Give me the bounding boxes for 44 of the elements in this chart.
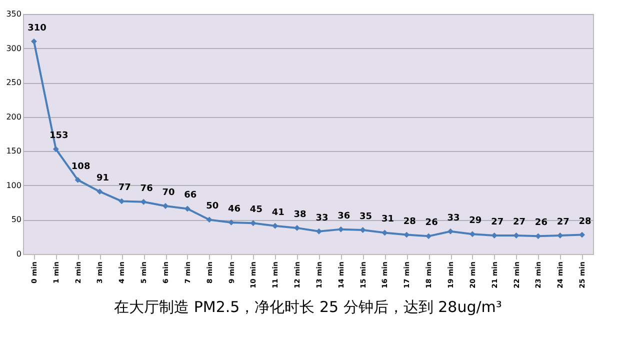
y-tick-label: 0 <box>16 250 22 258</box>
data-label: 33 <box>447 213 460 224</box>
y-tick-label: 350 <box>6 10 22 18</box>
data-label: 36 <box>338 211 350 222</box>
data-label: 70 <box>162 188 175 198</box>
point <box>74 176 81 183</box>
data-label: 26 <box>534 218 548 228</box>
point <box>96 188 103 195</box>
point <box>31 38 37 44</box>
data-label: 27 <box>491 217 504 228</box>
data-label: 46 <box>228 204 241 214</box>
y-tick-label: 200 <box>6 112 22 122</box>
data-label: 28 <box>403 216 416 227</box>
data-label: 27 <box>556 217 570 228</box>
y-tick-label: 150 <box>6 146 22 156</box>
data-label: 38 <box>294 210 306 220</box>
point <box>52 146 59 152</box>
data-label: 310 <box>28 23 46 34</box>
data-label: 41 <box>272 208 284 218</box>
text: 在大厅制造 PM2.5，净化时长 25 分钟后，达到 28ug/m³ <box>114 298 502 316</box>
data-label: 77 <box>118 183 131 194</box>
point <box>448 228 454 234</box>
data-label: 26 <box>425 218 438 228</box>
point <box>206 216 212 223</box>
y-tick-label: 100 <box>6 180 22 190</box>
data-label: 31 <box>381 214 394 225</box>
data-label: 29 <box>469 216 482 226</box>
y-tick-label: 300 <box>6 44 22 53</box>
data-label: 33 <box>316 213 328 224</box>
data-label: 76 <box>140 184 153 194</box>
data-label: 28 <box>578 216 592 227</box>
y-tick-label: 250 <box>6 78 22 88</box>
data-label: 66 <box>184 190 197 201</box>
data-label: 35 <box>360 212 372 222</box>
data-label: 91 <box>96 174 109 184</box>
data-label: 50 <box>206 202 219 212</box>
y-tick-label: 50 <box>11 215 22 224</box>
point <box>140 198 147 205</box>
point <box>294 224 300 231</box>
data-label: 27 <box>513 217 526 228</box>
point <box>316 228 322 234</box>
point <box>579 232 585 238</box>
data-label: 45 <box>250 205 262 216</box>
data-label: 108 <box>71 162 90 172</box>
